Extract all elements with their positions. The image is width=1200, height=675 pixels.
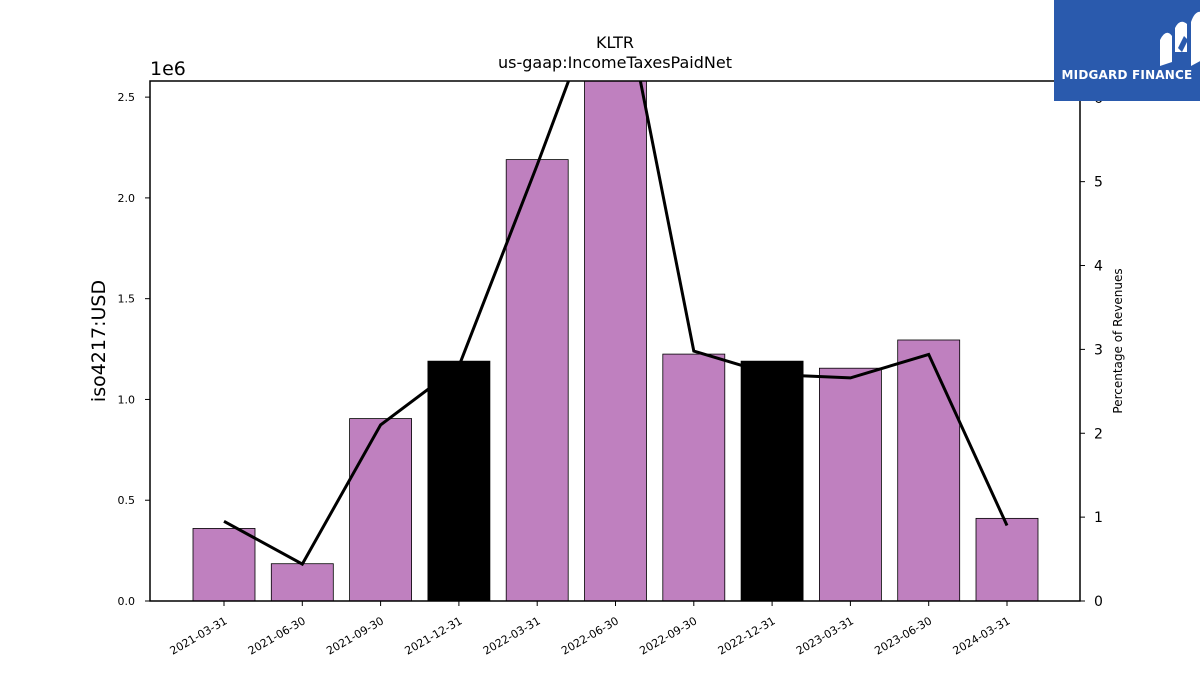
chart-subtitle: us-gaap:IncomeTaxesPaidNet xyxy=(498,53,732,72)
y-tick-label: 2.5 xyxy=(118,91,136,104)
x-tick-label: 2022-12-31 xyxy=(716,614,778,657)
y2-tick-label: 2 xyxy=(1094,426,1103,442)
y-offset-label: 1e6 xyxy=(150,58,186,80)
y-tick-label: 0.5 xyxy=(118,494,136,507)
bar-2022-06-30 xyxy=(584,80,647,602)
x-tick-label: 2023-03-31 xyxy=(794,614,856,657)
bar-2022-09-30 xyxy=(662,353,726,602)
x-tick-label: 2021-06-30 xyxy=(246,614,308,657)
x-tick-label: 2021-09-30 xyxy=(324,614,386,657)
bar-2024-03-31 xyxy=(975,517,1039,602)
bar-2021-06-30 xyxy=(270,563,334,602)
y-tick-label: 0.0 xyxy=(118,595,136,608)
y2-tick-label: 3 xyxy=(1094,342,1103,358)
x-tick-label: 2022-09-30 xyxy=(637,614,699,657)
y2-tick-label: 5 xyxy=(1094,175,1103,191)
x-tick-label: 2022-06-30 xyxy=(559,614,621,657)
bar-2022-03-31 xyxy=(505,159,569,602)
y2-tick-label: 1 xyxy=(1094,510,1103,526)
logo-text: MIDGARD FINANCE xyxy=(1061,68,1193,82)
chart-title: KLTR xyxy=(596,33,634,52)
x-tick-label: 2021-12-31 xyxy=(403,614,465,657)
logo-mark-icon xyxy=(1160,11,1200,66)
bar-2022-12-31 xyxy=(740,360,804,602)
y2-axis-label: Percentage of Revenues xyxy=(1111,268,1125,413)
bar-2021-12-31 xyxy=(427,360,491,602)
x-tick-label: 2022-03-31 xyxy=(481,614,543,657)
x-tick-label: 2024-03-31 xyxy=(951,614,1013,657)
line-series-percentage-of-revenues xyxy=(223,81,1009,567)
y-tick-label: 1.5 xyxy=(118,293,136,306)
y2-tick-label: 0 xyxy=(1094,594,1103,610)
y2-tick-label: 4 xyxy=(1094,259,1103,275)
x-tick-label: 2021-03-31 xyxy=(168,614,230,657)
brand-logo: MIDGARD FINANCE xyxy=(1054,0,1200,101)
y-axis-label: iso4217:USD xyxy=(88,280,110,402)
bar-2021-09-30 xyxy=(349,418,413,602)
bar-2023-06-30 xyxy=(897,339,961,602)
bar-2021-03-31 xyxy=(192,528,256,602)
y-tick-label: 1.0 xyxy=(118,393,136,406)
bar-2023-03-31 xyxy=(819,367,882,602)
y-tick-label: 2.0 xyxy=(118,192,136,205)
x-tick-label: 2023-06-30 xyxy=(872,614,934,657)
